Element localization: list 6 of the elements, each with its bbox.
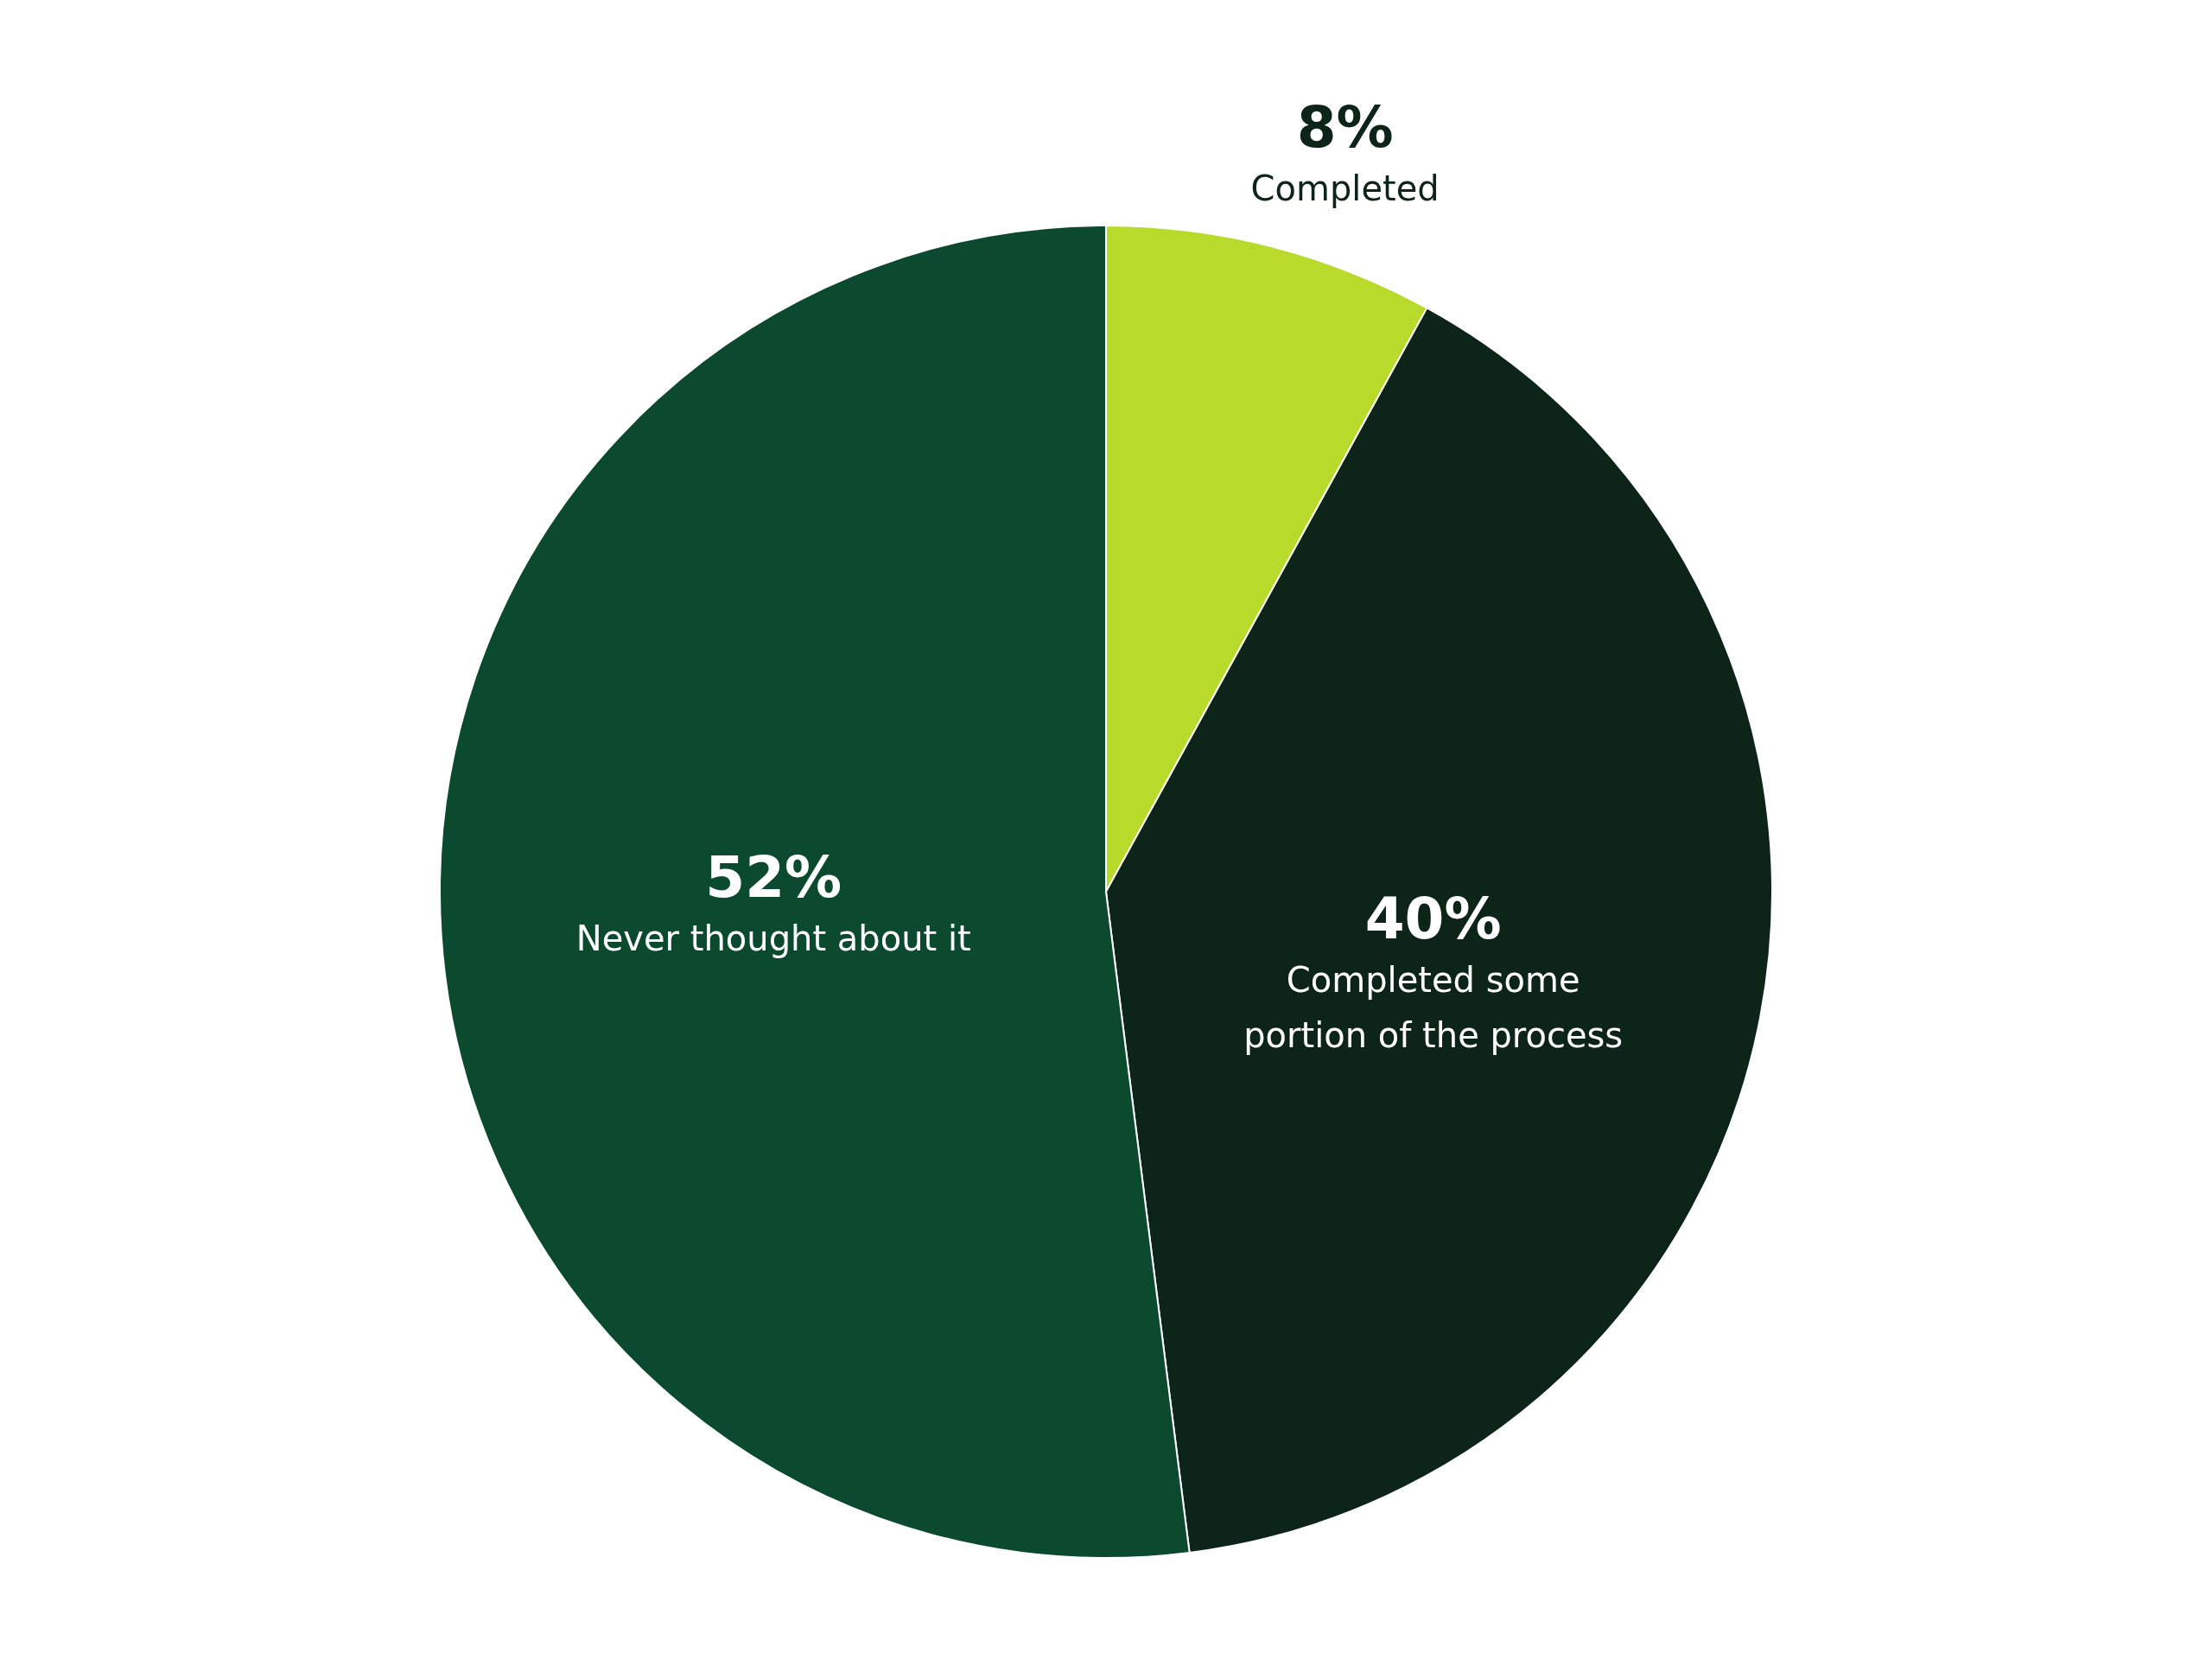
- slice-label: Completed some portion of the process: [1243, 960, 1624, 1056]
- data-label: 52%: [705, 844, 842, 912]
- slice-label: Never thought about it: [575, 918, 971, 959]
- slice-label: Completed: [1250, 168, 1440, 209]
- data-label: 40%: [1364, 886, 1502, 953]
- data-label: 8%: [1296, 94, 1394, 162]
